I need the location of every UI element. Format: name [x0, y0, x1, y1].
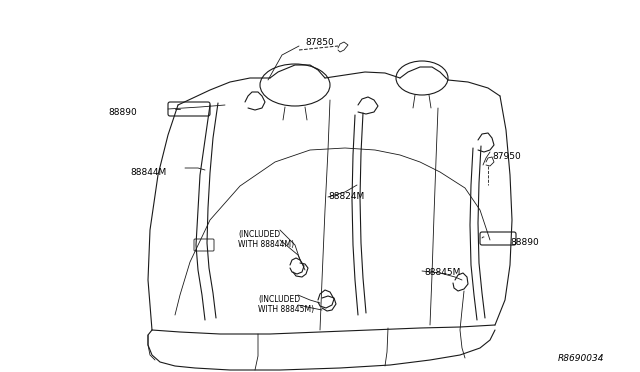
Text: 88844M: 88844M [130, 168, 166, 177]
Text: 87850: 87850 [305, 38, 333, 47]
Text: 88890: 88890 [108, 108, 137, 117]
Text: R8690034: R8690034 [558, 354, 605, 363]
Text: 88845M: 88845M [424, 268, 460, 277]
Text: 87950: 87950 [492, 152, 521, 161]
Text: (INCLUDED
WITH 88844M): (INCLUDED WITH 88844M) [238, 230, 294, 249]
Text: (INCLUDED
WITH 88845M): (INCLUDED WITH 88845M) [258, 295, 314, 314]
Text: 88824M: 88824M [328, 192, 364, 201]
Text: 88890: 88890 [510, 238, 539, 247]
